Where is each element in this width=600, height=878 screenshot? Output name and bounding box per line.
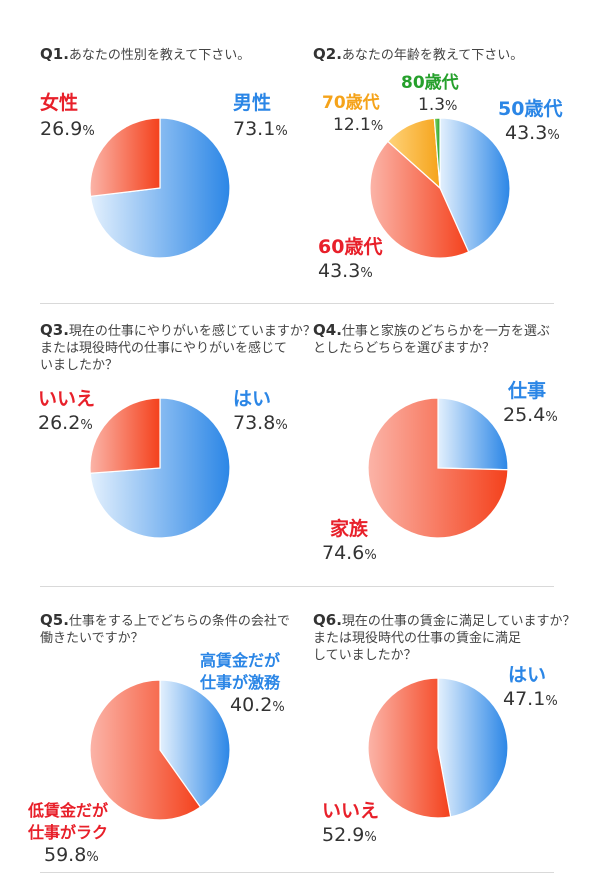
- q2-number: Q2.: [313, 45, 342, 63]
- q6-label-yes: はい: [508, 664, 547, 686]
- q4-value-family-unit: %: [364, 548, 377, 563]
- section-divider-2: [40, 586, 554, 587]
- q1-value-female-number: 26.9: [40, 118, 83, 140]
- q1-title: Q1.あなたの性別を教えて下さい。: [40, 46, 250, 64]
- q5-value-low-wage-unit: %: [86, 850, 99, 865]
- q2-value-60s-number: 43.3: [318, 260, 361, 282]
- q3-title: Q3.現在の仕事にやりがいを感じていますか？ または現役時代の仕事にやりがいを感…: [40, 322, 316, 374]
- q6-text: 現在の仕事の賃金に満足していますか？ または現役時代の仕事の賃金に満足 していま…: [313, 614, 576, 663]
- q5-title: Q5.仕事をする上でどちらの条件の会社で 働きたいですか？: [40, 612, 290, 647]
- q5-text: 仕事をする上でどちらの条件の会社で 働きたいですか？: [40, 614, 290, 646]
- q2-value-70s: 12.1%: [333, 114, 383, 138]
- q4-label-work: 仕事: [508, 380, 547, 402]
- q3-value-yes: 73.8%: [233, 412, 288, 437]
- q5-slice-high-wage: [159, 679, 231, 808]
- q2-title: Q2.あなたの年齢を教えて下さい。: [313, 46, 523, 64]
- q3-value-yes-unit: %: [275, 418, 288, 433]
- q1-value-female-unit: %: [82, 124, 95, 139]
- pie-chart-q2: [369, 117, 511, 259]
- q2-label-60s: 60歳代: [318, 236, 383, 258]
- q6-slice-no: [367, 677, 452, 819]
- q5-value-high-wage-number: 40.2: [230, 694, 273, 716]
- q4-value-work-unit: %: [545, 410, 558, 425]
- q3-label-yes: はい: [233, 388, 272, 410]
- q6-value-no-unit: %: [364, 830, 377, 845]
- q5-value-high-wage-unit: %: [272, 700, 285, 715]
- q5-slice-low-wage: [89, 679, 202, 821]
- q6-title: Q6.現在の仕事の賃金に満足していますか？ または現役時代の仕事の賃金に満足 し…: [313, 612, 576, 664]
- section-divider-1: [40, 303, 554, 304]
- pie-chart-q6: [367, 677, 509, 819]
- q1-value-female: 26.9%: [40, 118, 95, 143]
- q1-slice-female: [89, 117, 161, 198]
- q5-label-high-wage: 高賃金だが 仕事が激務: [200, 651, 281, 692]
- q2-value-60s: 43.3%: [318, 260, 373, 285]
- q2-label-80s: 80歳代: [401, 73, 459, 93]
- q6-number: Q6.: [313, 611, 342, 629]
- q2-value-50s: 43.3%: [505, 122, 560, 147]
- q4-title: Q4.仕事と家族のどちらかを一方を選ぶ としたらどちらを選びますか？: [313, 322, 550, 357]
- q1-value-male-unit: %: [275, 124, 288, 139]
- q2-value-60s-unit: %: [360, 266, 373, 281]
- section-divider-3: [40, 872, 554, 873]
- q4-value-work-number: 25.4: [503, 404, 546, 426]
- q6-value-yes-number: 47.1: [503, 688, 546, 710]
- q4-label-family: 家族: [330, 518, 369, 540]
- q1-number: Q1.: [40, 45, 69, 63]
- q6-slice-yes: [437, 677, 509, 818]
- q4-text: 仕事と家族のどちらかを一方を選ぶ としたらどちらを選びますか？: [313, 324, 550, 356]
- pie-chart-q5: [89, 679, 231, 821]
- q6-value-no: 52.9%: [322, 824, 377, 849]
- q3-label-no: いいえ: [38, 388, 96, 410]
- q1-label-female: 女性: [40, 92, 79, 114]
- q2-slice-80s: [433, 117, 441, 189]
- q4-value-family-number: 74.6: [322, 542, 365, 564]
- q3-slice-no: [89, 397, 161, 474]
- q2-value-70s-unit: %: [370, 119, 384, 134]
- pie-chart-q1: [89, 117, 231, 259]
- q5-label-low-wage: 低賃金だが 仕事がラク: [28, 801, 109, 842]
- q2-value-50s-number: 43.3: [505, 122, 548, 144]
- q4-slice-work: [437, 397, 509, 471]
- q6-value-no-number: 52.9: [322, 824, 365, 846]
- q3-value-yes-number: 73.8: [233, 412, 276, 434]
- q5-value-high-wage: 40.2%: [230, 694, 285, 719]
- q2-slice-60s: [369, 140, 470, 259]
- q6-value-yes: 47.1%: [503, 688, 558, 713]
- q3-number: Q3.: [40, 321, 69, 339]
- q4-value-work: 25.4%: [503, 404, 558, 429]
- q3-value-no: 26.2%: [38, 412, 93, 437]
- q2-label-50s: 50歳代: [498, 98, 563, 120]
- q2-label-70s: 70歳代: [322, 93, 380, 113]
- q2-value-80s-unit: %: [445, 99, 458, 114]
- q2-value-80s: 1.3%: [418, 94, 457, 118]
- q1-label-male: 男性: [233, 92, 272, 114]
- q5-value-low-wage: 59.8%: [44, 844, 99, 869]
- q4-slice-family: [367, 397, 509, 539]
- q3-value-no-number: 26.2: [38, 412, 81, 434]
- q1-value-male: 73.1%: [233, 118, 288, 143]
- q4-number: Q4.: [313, 321, 342, 339]
- q2-value-80s-number: 1.3: [418, 95, 446, 115]
- q6-value-yes-unit: %: [545, 694, 558, 709]
- q4-value-family: 74.6%: [322, 542, 377, 567]
- q2-slice-50s: [439, 117, 511, 253]
- q2-value-50s-unit: %: [547, 128, 560, 143]
- pie-chart-q3: [89, 397, 231, 539]
- q1-text: あなたの性別を教えて下さい。: [68, 48, 251, 63]
- q3-value-no-unit: %: [80, 418, 93, 433]
- q2-text: あなたの年齢を教えて下さい。: [341, 48, 524, 63]
- q3-text: 現在の仕事にやりがいを感じていますか？ または現役時代の仕事にやりがいを感じて …: [40, 324, 316, 373]
- q6-label-no: いいえ: [322, 800, 380, 822]
- q2-value-70s-number: 12.1: [333, 115, 371, 135]
- pie-chart-q4: [367, 397, 509, 539]
- q1-value-male-number: 73.1: [233, 118, 276, 140]
- q5-number: Q5.: [40, 611, 69, 629]
- q5-value-low-wage-number: 59.8: [44, 844, 87, 866]
